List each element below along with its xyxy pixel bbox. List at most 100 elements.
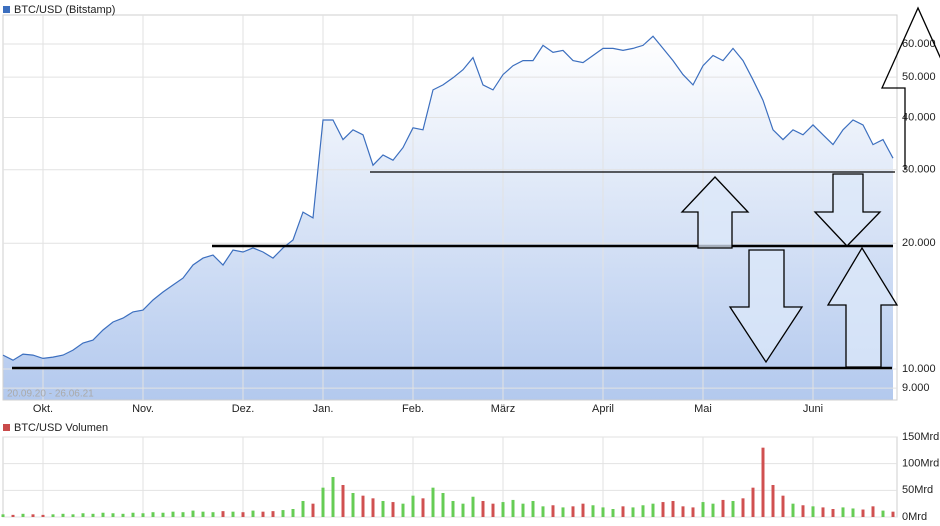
volume-bar xyxy=(611,509,615,517)
volume-bar xyxy=(871,506,875,517)
volume-bar xyxy=(791,503,795,517)
volume-bar xyxy=(281,510,285,517)
volume-bar xyxy=(781,495,785,517)
volume-bar xyxy=(861,509,865,517)
y-tick-label: 40.000 xyxy=(902,111,936,123)
volume-bar xyxy=(471,496,475,517)
volume-bar xyxy=(601,507,605,517)
y-tick-label: 100Mrd xyxy=(902,458,939,470)
x-tick-label: April xyxy=(592,403,614,415)
x-tick-label: Dez. xyxy=(232,403,255,415)
volume-bar xyxy=(481,501,485,517)
volume-bar xyxy=(631,507,635,517)
y-tick-label: 150Mrd xyxy=(902,431,939,443)
volume-bar xyxy=(81,513,85,517)
volume-bar xyxy=(591,505,595,517)
volume-bar xyxy=(551,505,555,517)
volume-bar xyxy=(411,495,415,517)
x-tick-label: Jan. xyxy=(313,403,334,415)
y-tick-label: 10.000 xyxy=(902,363,936,375)
plot-frame xyxy=(2,14,898,401)
y-tick-label: 30.000 xyxy=(902,164,936,176)
legend-label: BTC/USD Volumen xyxy=(14,422,108,434)
volume-bar xyxy=(331,477,335,517)
volume-bar xyxy=(441,493,445,517)
arrow-down xyxy=(728,249,804,364)
volume-bar xyxy=(561,507,565,517)
volume-bar xyxy=(111,513,115,517)
volume-bar xyxy=(251,510,255,517)
legend-swatch xyxy=(3,424,10,431)
legend-swatch xyxy=(3,6,10,13)
volume-bar xyxy=(851,508,855,517)
volume-bar xyxy=(61,513,65,517)
volume-bar xyxy=(201,511,205,517)
volume-bar xyxy=(761,447,765,517)
y-tick-label: 50Mrd xyxy=(902,484,933,496)
volume-bar xyxy=(351,493,355,517)
volume-bar xyxy=(581,503,585,517)
volume-bar xyxy=(621,506,625,517)
y-tick-label: 50.000 xyxy=(902,71,936,83)
date-range: 20.09.20 - 26.06.21 xyxy=(7,389,94,400)
volume-bar xyxy=(71,514,75,517)
volume-bar xyxy=(401,503,405,517)
x-tick-label: Feb. xyxy=(402,403,424,415)
volume-bar xyxy=(301,501,305,517)
volume-bar xyxy=(91,513,95,517)
volume-bar xyxy=(641,505,645,517)
volume-bar xyxy=(661,502,665,517)
volume-bar xyxy=(731,501,735,517)
y-tick-label: 20.000 xyxy=(902,237,936,249)
volume-bar xyxy=(711,503,715,517)
volume-bar xyxy=(461,503,465,517)
volume-bar xyxy=(11,514,15,517)
volume-bar xyxy=(291,509,295,517)
volume-bar xyxy=(751,487,755,517)
volume-bar xyxy=(821,507,825,517)
volume-bar xyxy=(1,514,5,517)
volume-bar xyxy=(341,485,345,517)
volume-bar xyxy=(151,512,155,517)
drawn-annotations xyxy=(12,6,940,370)
volume-bar xyxy=(131,512,135,517)
volume-bar xyxy=(571,506,575,517)
volume-bar xyxy=(421,498,425,517)
x-tick-label: März xyxy=(491,403,515,415)
volume-bar xyxy=(701,502,705,517)
volume-bar xyxy=(671,501,675,517)
arrow-up-partial xyxy=(880,6,940,170)
volume-bar xyxy=(541,506,545,517)
volume-bar xyxy=(681,506,685,517)
volume-bar xyxy=(491,503,495,517)
volume-bar xyxy=(741,498,745,517)
volume-bar xyxy=(161,512,165,517)
volume-bar xyxy=(141,513,145,517)
volume-bar xyxy=(371,498,375,517)
arrow-down xyxy=(813,173,882,247)
area xyxy=(3,36,893,401)
arrow-up xyxy=(826,246,899,368)
volume-bar xyxy=(181,512,185,517)
volume-bar xyxy=(501,502,505,517)
volume-bar xyxy=(521,503,525,517)
volume-bar xyxy=(261,511,265,517)
volume-bar xyxy=(721,499,725,517)
volume-bar xyxy=(271,511,275,517)
volume-bar xyxy=(241,512,245,517)
legend-label: BTC/USD (Bitstamp) xyxy=(14,4,115,16)
volume-bar xyxy=(811,506,815,517)
y-tick-label: 9.000 xyxy=(902,382,930,394)
volume-bar xyxy=(651,503,655,517)
volume-bar xyxy=(531,501,535,517)
y-tick-label: 60.000 xyxy=(902,38,936,50)
price-line xyxy=(2,35,894,361)
volume-bar xyxy=(831,509,835,517)
volume-bar xyxy=(801,505,805,517)
volume-bar xyxy=(311,503,315,517)
x-tick-label: Mai xyxy=(694,403,712,415)
volume-bar xyxy=(881,510,885,517)
volume-bar xyxy=(31,514,35,517)
volume-bar xyxy=(211,512,215,517)
